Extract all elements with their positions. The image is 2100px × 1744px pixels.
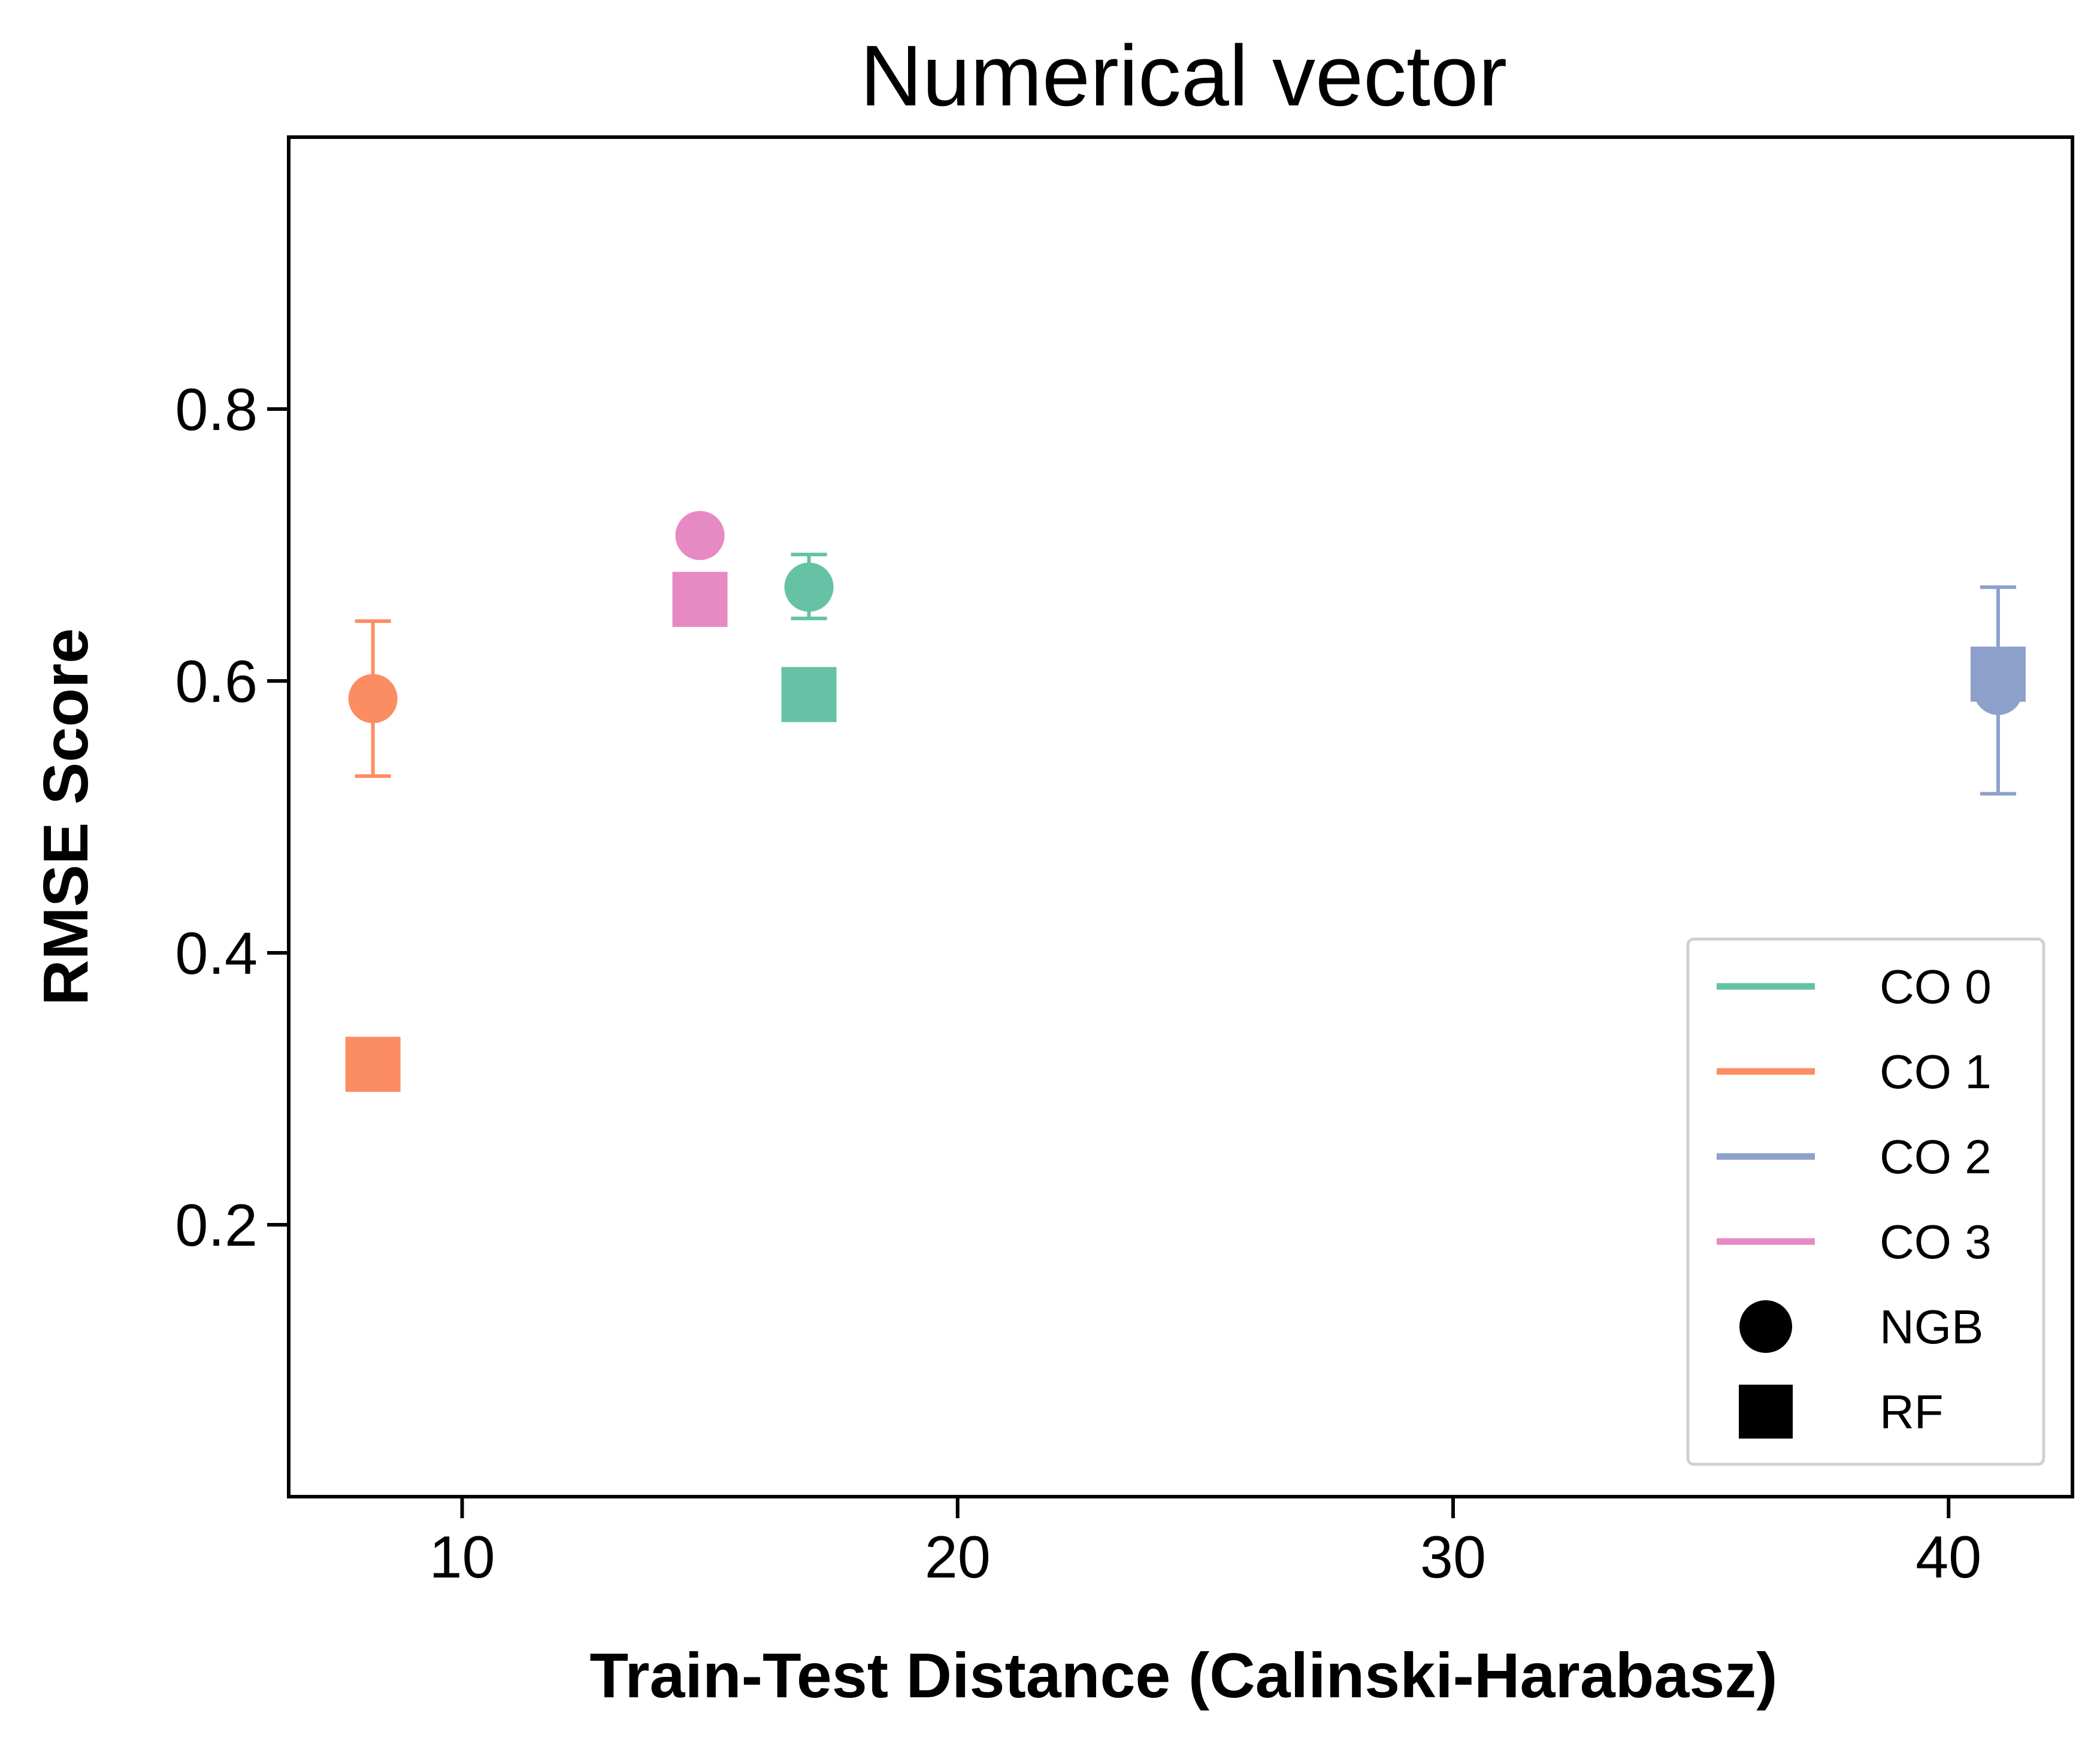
y-tick-label: 0.6	[175, 648, 258, 714]
legend-label: NGB	[1880, 1300, 1983, 1354]
x-tick-label: 30	[1420, 1524, 1486, 1590]
y-tick-label: 0.2	[175, 1192, 258, 1258]
x-axis-label: Train-Test Distance (Calinski-Harabasz)	[589, 1640, 1777, 1711]
rf-point-co-0	[781, 667, 837, 722]
legend-label: CO 1	[1880, 1045, 1992, 1098]
x-tick-label: 10	[429, 1524, 495, 1590]
chart-title: Numerical vector	[860, 28, 1507, 124]
ngb-point-co-2	[1973, 665, 2023, 715]
plot-marks	[345, 511, 2026, 1092]
x-tick-label: 20	[925, 1524, 991, 1590]
legend-items: CO 0 CO 1 CO 2 CO 3 NGB RF	[1717, 960, 1992, 1439]
legend: CO 0 CO 1 CO 2 CO 3 NGB RF	[1686, 937, 2045, 1466]
legend-marker-square	[1739, 1385, 1793, 1439]
plot-frame	[287, 135, 2074, 1498]
rf-point-co-3	[672, 571, 728, 627]
legend-marker-circle	[1739, 1300, 1792, 1353]
x-tick-label: 40	[1916, 1524, 1981, 1590]
ngb-point-co-3	[675, 511, 725, 561]
y-axis-label: RMSE Score	[31, 628, 101, 1006]
legend-label: RF	[1880, 1385, 1944, 1439]
rf-point-co-1	[345, 1037, 401, 1092]
ngb-point-co-1	[348, 674, 398, 723]
ngb-point-co-0	[784, 562, 834, 612]
legend-label: CO 2	[1880, 1130, 1992, 1183]
legend-label: CO 0	[1880, 960, 1992, 1013]
legend-label: CO 3	[1880, 1215, 1992, 1268]
axes: 10 20 30 40 0.2 0.4 0.6 0.8	[175, 376, 1981, 1590]
y-tick-label: 0.4	[175, 920, 258, 986]
y-tick-label: 0.8	[175, 376, 258, 443]
